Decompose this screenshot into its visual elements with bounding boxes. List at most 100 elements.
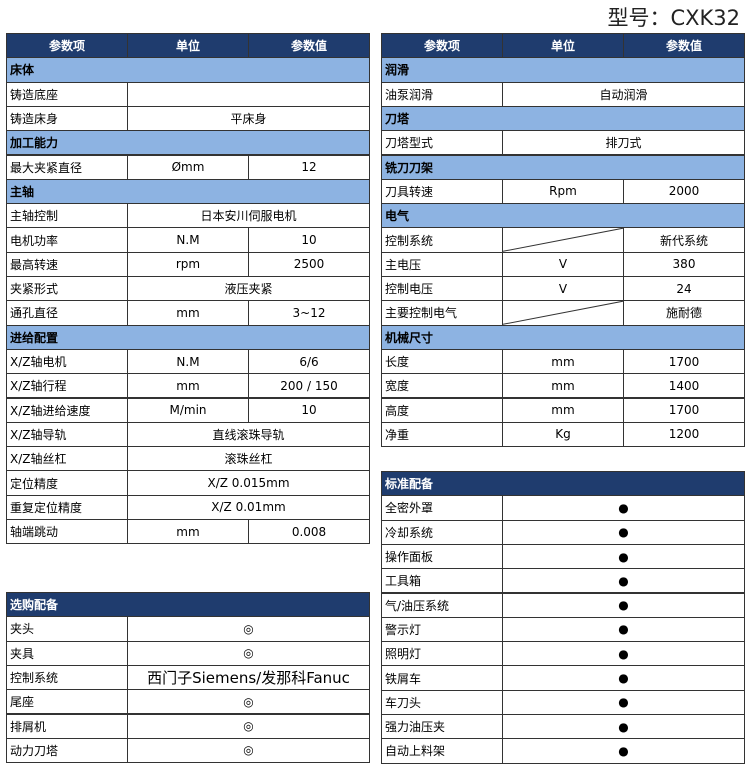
- param-value: 自动润滑: [502, 81, 745, 107]
- param-name: 定位精度: [6, 470, 128, 496]
- section-title: 机械尺寸: [381, 324, 745, 350]
- param-value: 1700: [623, 397, 745, 423]
- section-title: 润滑: [381, 57, 745, 83]
- param-value: 12: [248, 154, 370, 180]
- item-mark: ●: [502, 616, 745, 643]
- diagonal: [503, 228, 623, 252]
- unit-cell: [502, 300, 624, 326]
- section-title: 铣刀刀架: [381, 154, 745, 180]
- list-title: 标准配备: [381, 471, 745, 497]
- param-name: 通孔直径: [6, 300, 128, 326]
- param-name: 轴端跳动: [6, 519, 128, 545]
- item-name: 夹头: [6, 616, 128, 642]
- param-value: 平床身: [127, 105, 370, 132]
- unit-cell: mm: [127, 373, 249, 399]
- param-name: 电机功率: [6, 227, 128, 253]
- item-mark: ●: [502, 592, 745, 618]
- param-value: 液压夹紧: [127, 276, 370, 302]
- item-name: 夹具: [6, 640, 128, 666]
- item-mark: 西门子Siemens/发那科Fanuc: [127, 664, 370, 691]
- param-name: 刀塔型式: [381, 130, 503, 156]
- unit-cell: N.M: [127, 348, 249, 375]
- param-name: X/Z轴进给速度: [6, 397, 128, 423]
- param-name: 刀具转速: [381, 178, 503, 205]
- param-value: 0.008: [248, 519, 370, 545]
- param-name: 夹紧形式: [6, 276, 128, 302]
- param-value: 2000: [623, 178, 745, 205]
- param-name: 主要控制电气: [381, 300, 503, 326]
- param-name: 最高转速: [6, 251, 128, 277]
- param-value: 滚珠丝杠: [127, 446, 370, 472]
- item-mark: ●: [502, 568, 745, 594]
- param-name: X/Z轴电机: [6, 348, 128, 375]
- item-name: 尾座: [6, 689, 128, 715]
- param-name: X/Z轴丝杠: [6, 446, 128, 472]
- unit-cell: N.M: [127, 227, 249, 253]
- item-mark: ●: [502, 641, 745, 667]
- param-name: 主电压: [381, 251, 503, 277]
- item-name: 照明灯: [381, 641, 503, 667]
- param-value: 200 / 150: [248, 373, 370, 399]
- param-name: 铸造底座: [6, 81, 128, 107]
- item-name: 气/油压系统: [381, 592, 503, 618]
- param-value: 1400: [623, 373, 745, 399]
- param-value: 380: [623, 251, 745, 277]
- section-title: 主轴: [6, 178, 370, 205]
- param-name: 控制电压: [381, 276, 503, 302]
- item-mark: ●: [502, 689, 745, 715]
- item-name: 操作面板: [381, 543, 503, 570]
- param-value: 日本安川伺服电机: [127, 203, 370, 229]
- unit-cell: [502, 227, 624, 253]
- item-name: 排屑机: [6, 713, 128, 739]
- item-name: 警示灯: [381, 616, 503, 643]
- param-name: 长度: [381, 348, 503, 375]
- param-value: X/Z 0.015mm: [127, 470, 370, 496]
- param-name: 净重: [381, 421, 503, 448]
- unit-cell: mm: [502, 397, 624, 423]
- section-title: 加工能力: [6, 130, 370, 156]
- section-title: 电气: [381, 203, 745, 229]
- unit-cell: V: [502, 276, 624, 302]
- header-cell: 参数项: [6, 33, 128, 59]
- param-value: 1700: [623, 348, 745, 375]
- unit-cell: mm: [127, 300, 249, 326]
- unit-cell: mm: [502, 373, 624, 399]
- item-name: 强力油压夹: [381, 714, 503, 740]
- empty-cell: [127, 81, 370, 107]
- param-value: 直线滚珠导轨: [127, 421, 370, 448]
- item-name: 自动上料架: [381, 738, 503, 764]
- unit-cell: M/min: [127, 397, 249, 423]
- item-name: 铁屑车: [381, 665, 503, 691]
- header-cell: 参数值: [248, 33, 370, 59]
- list-title: 选购配备: [6, 592, 370, 618]
- param-value: 新代系统: [623, 227, 745, 253]
- param-name: 主轴控制: [6, 203, 128, 229]
- param-name: 最大夹紧直径: [6, 154, 128, 180]
- param-value: 排刀式: [502, 130, 745, 156]
- param-name: X/Z轴导轨: [6, 421, 128, 448]
- item-mark: ●: [502, 714, 745, 740]
- item-name: 冷却系统: [381, 519, 503, 545]
- param-name: 油泵润滑: [381, 81, 503, 107]
- item-name: 全密外罩: [381, 495, 503, 521]
- param-value: 10: [248, 227, 370, 253]
- diagonal: [503, 301, 623, 325]
- unit-cell: Kg: [502, 421, 624, 448]
- section-title: 进给配置: [6, 324, 370, 350]
- item-mark: ●: [502, 519, 745, 545]
- item-mark: ◎: [127, 640, 370, 666]
- unit-cell: Ømm: [127, 154, 249, 180]
- unit-cell: Rpm: [502, 178, 624, 205]
- item-name: 控制系统: [6, 664, 128, 691]
- header-cell: 单位: [127, 33, 249, 59]
- param-name: 重复定位精度: [6, 494, 128, 520]
- item-name: 车刀头: [381, 689, 503, 715]
- unit-cell: V: [502, 251, 624, 277]
- param-value: X/Z 0.01mm: [127, 494, 370, 520]
- param-value: 6/6: [248, 348, 370, 375]
- unit-cell: mm: [502, 348, 624, 375]
- header-cell: 参数项: [381, 33, 503, 59]
- param-name: 宽度: [381, 373, 503, 399]
- param-name: 高度: [381, 397, 503, 423]
